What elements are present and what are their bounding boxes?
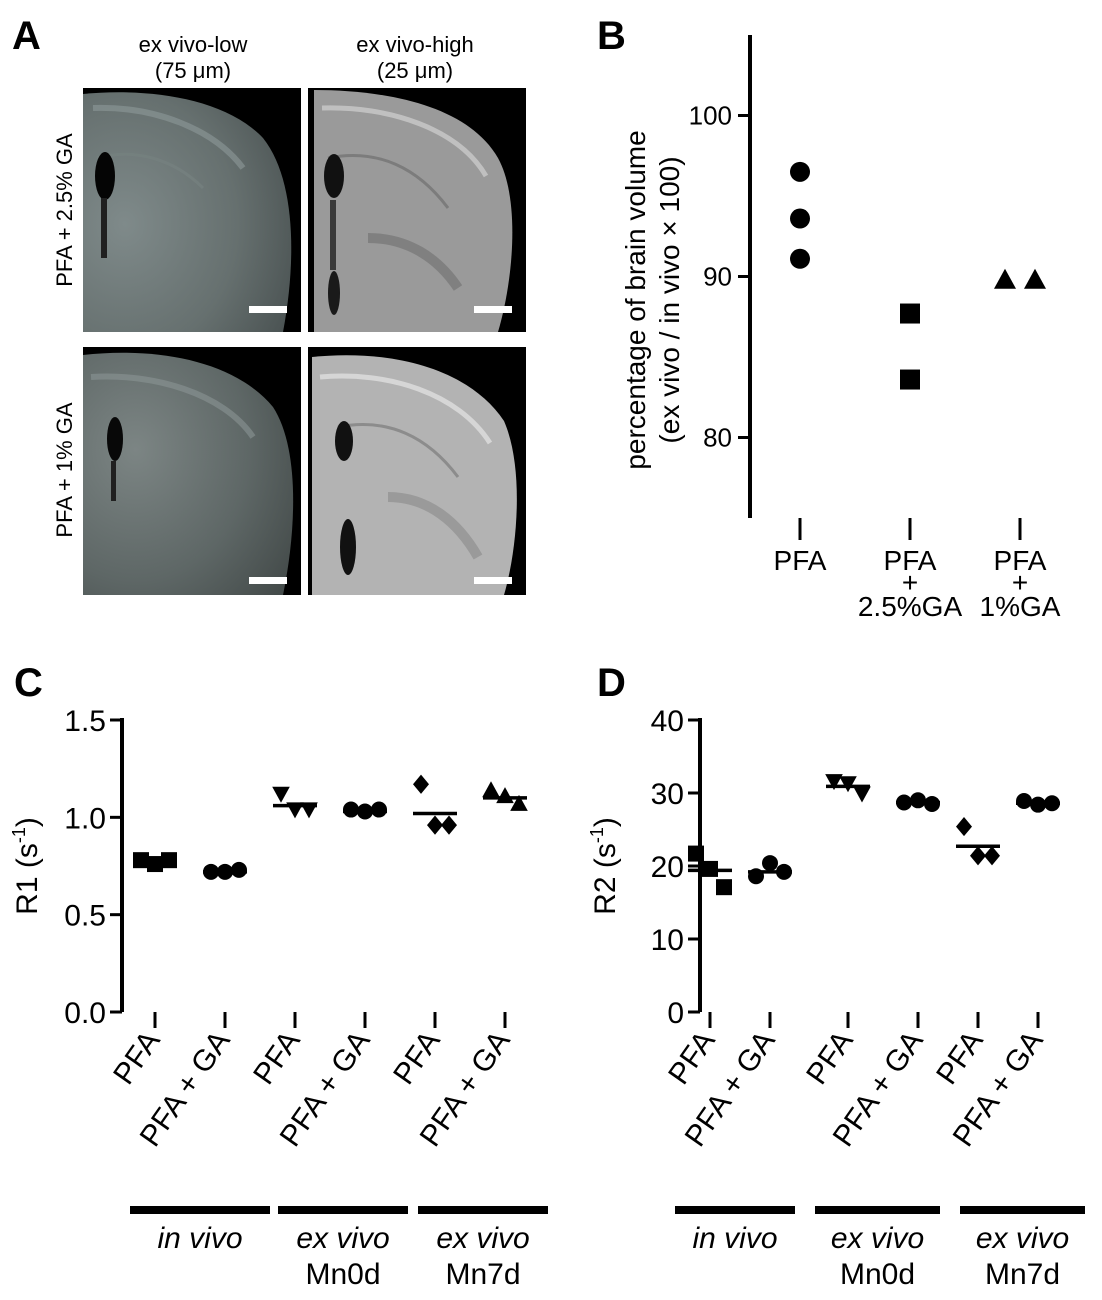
x-tick-label: PFA xyxy=(774,545,827,576)
x-tick-label: 2.5%GA xyxy=(858,591,963,622)
group-sublabel: Mn0d xyxy=(305,1258,380,1291)
y-tick-label: 90 xyxy=(703,262,732,292)
y-tick-label: 10 xyxy=(651,924,684,957)
data-point-triangle-up xyxy=(510,794,528,811)
column-title-high-line2: (25 μm) xyxy=(376,58,454,83)
data-point-diamond xyxy=(427,815,443,835)
scale-bar xyxy=(249,577,287,584)
y-axis-title-line2: (ex vivo / in vivo × 100) xyxy=(654,156,685,443)
group-label: ex vivo xyxy=(436,1222,529,1255)
data-point-diamond xyxy=(441,815,457,835)
group-label: in vivo xyxy=(157,1222,242,1255)
x-tick-label: 1%GA xyxy=(980,591,1061,622)
x-tick-label: PFA xyxy=(662,1025,722,1090)
data-point-circle xyxy=(1016,793,1032,810)
data-point-square xyxy=(147,856,163,873)
data-point-square xyxy=(688,845,704,862)
mri-image-low-1-ga xyxy=(83,347,301,595)
y-tick-label: 1.0 xyxy=(64,802,106,835)
data-point-square xyxy=(161,852,177,869)
scale-bar xyxy=(249,306,287,313)
data-point-square xyxy=(900,369,920,390)
panel-label-a: A xyxy=(12,14,41,58)
data-point-circle xyxy=(790,248,810,269)
y-tick-label: 0.0 xyxy=(64,997,106,1030)
x-tick-label: PFA xyxy=(800,1025,860,1090)
data-point-triangle-down xyxy=(853,786,871,803)
y-tick-label: 0 xyxy=(667,997,684,1030)
y-axis-title-line1: percentage of brain volume xyxy=(620,130,651,469)
data-point-circle xyxy=(762,855,778,872)
x-tick-label: PFA xyxy=(387,1025,447,1090)
x-tick-label: + xyxy=(902,567,918,598)
group-sublabel: Mn7d xyxy=(445,1258,520,1291)
data-point-triangle xyxy=(994,268,1016,289)
data-point-circle xyxy=(790,208,810,229)
x-tick-label: PFA xyxy=(884,545,937,576)
scale-bar xyxy=(474,306,512,313)
y-tick-label: 0.5 xyxy=(64,900,106,933)
data-point-square xyxy=(133,852,149,869)
data-point-triangle-down xyxy=(825,774,843,791)
data-point-diamond xyxy=(956,816,972,837)
data-point-triangle-up xyxy=(482,781,500,798)
data-point-diamond xyxy=(984,846,1000,866)
data-point-circle xyxy=(343,801,359,818)
group-label: ex vivo xyxy=(296,1222,389,1255)
data-point-circle xyxy=(790,161,810,182)
column-title-low-line2: (75 μm) xyxy=(154,58,232,83)
data-point-square xyxy=(900,303,920,324)
y-tick-label: 40 xyxy=(651,705,684,738)
y-axis-title-text: R1 (s-1) xyxy=(10,817,44,915)
x-tick-label: PFA xyxy=(930,1025,990,1090)
y-tick-label: 30 xyxy=(651,778,684,811)
row-label-1-ga: PFA + 1% GA xyxy=(52,402,77,538)
column-title-high: ex vivo-high (25 μm) xyxy=(305,32,525,84)
y-axis-title-text: R2 (s-1) xyxy=(590,817,622,915)
data-point-triangle-down xyxy=(272,786,290,803)
mri-image-high-2-5-ga xyxy=(308,88,526,332)
data-point-circle xyxy=(231,861,247,878)
mri-image-high-1-ga xyxy=(308,347,526,595)
y-tick-label: 100 xyxy=(689,101,732,131)
group-sublabel: Mn7d xyxy=(985,1258,1060,1291)
y-axis-title: R1 (s-1) xyxy=(10,817,44,915)
data-point-diamond xyxy=(413,774,429,794)
column-title-low-line1: ex vivo-low xyxy=(138,32,248,57)
data-point-circle xyxy=(371,801,387,818)
x-tick-label: + xyxy=(1012,567,1028,598)
data-point-diamond xyxy=(970,846,986,866)
y-tick-label: 1.5 xyxy=(64,705,106,738)
mri-image-low-2-5-ga xyxy=(83,88,301,332)
data-point-triangle-up xyxy=(496,787,514,804)
panel-label-b: B xyxy=(597,14,626,58)
y-axis-title: percentage of brain volume (ex vivo / in … xyxy=(620,130,685,469)
data-point-square xyxy=(716,879,732,896)
data-point-triangle xyxy=(1024,268,1046,289)
column-title-high-line1: ex vivo-high xyxy=(356,32,474,57)
group-label: in vivo xyxy=(692,1222,777,1255)
y-axis-title: R2 (s-1) xyxy=(590,817,622,915)
y-tick-label: 20 xyxy=(651,851,684,884)
panel-label-c: C xyxy=(14,661,43,705)
scale-bar xyxy=(474,577,512,584)
data-point-triangle-down xyxy=(839,776,857,793)
y-tick-label: 80 xyxy=(703,423,732,453)
x-tick-label: PFA xyxy=(994,545,1047,576)
row-label-2-5-ga: PFA + 2.5% GA xyxy=(52,133,77,287)
x-tick-label: PFA xyxy=(107,1025,167,1090)
group-sublabel: Mn0d xyxy=(840,1258,915,1291)
data-point-circle xyxy=(910,792,926,809)
column-title-low: ex vivo-low (75 μm) xyxy=(83,32,303,84)
panel-label-d: D xyxy=(597,661,626,705)
x-tick-label: PFA xyxy=(247,1025,307,1090)
group-label: ex vivo xyxy=(831,1222,924,1255)
group-label: ex vivo xyxy=(976,1222,1069,1255)
